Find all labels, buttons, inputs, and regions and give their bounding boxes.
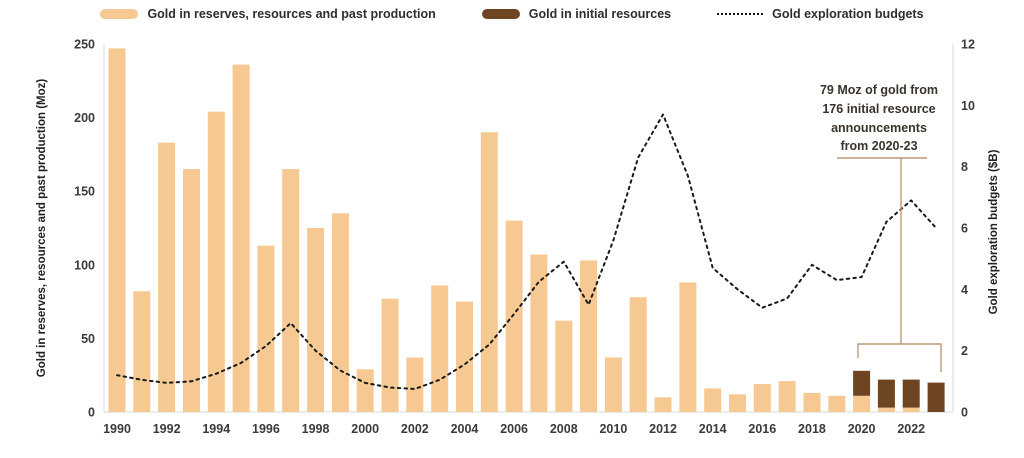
bar-reserves-2006 xyxy=(505,220,523,412)
x-axis-tick: 2000 xyxy=(351,422,379,436)
bar-reserves-2008 xyxy=(555,320,573,412)
bar-initial-2022 xyxy=(902,379,920,408)
bar-initial-2023 xyxy=(927,382,945,412)
left-axis-tick: 150 xyxy=(74,185,95,199)
left-axis-tick: 200 xyxy=(74,111,95,125)
bar-reserves-2015 xyxy=(729,394,746,412)
bar-reserves-1992 xyxy=(158,142,176,412)
right-axis-tick: 0 xyxy=(961,406,968,420)
bar-reserves-1994 xyxy=(207,111,225,412)
bar-reserves-2021 xyxy=(877,407,895,412)
bar-reserves-2000 xyxy=(356,369,374,412)
bar-reserves-2017 xyxy=(778,381,796,412)
x-axis-tick: 1992 xyxy=(153,422,181,436)
legend-item-exploration-budgets: Gold exploration budgets xyxy=(717,7,924,21)
right-axis-title: Gold exploration budgets ($B) xyxy=(988,149,1000,314)
annotation-line: 79 Moz of gold from xyxy=(819,83,939,97)
bar-initial-2021 xyxy=(877,379,895,408)
bar-reserves-2013 xyxy=(679,282,697,412)
bar-reserves-2002 xyxy=(406,357,424,412)
right-axis-tick: 6 xyxy=(961,222,968,236)
x-axis-tick: 2006 xyxy=(500,422,528,436)
x-axis-tick: 1994 xyxy=(202,422,230,436)
x-axis-tick: 2016 xyxy=(748,422,776,436)
bar-reserves-2009 xyxy=(580,260,598,412)
bar-reserves-2018 xyxy=(803,392,821,412)
right-axis-tick: 4 xyxy=(961,283,968,297)
bar-reserves-2022 xyxy=(902,407,920,412)
legend-item-initial-resources: Gold in initial resources xyxy=(481,7,672,21)
left-axis-tick: 0 xyxy=(88,406,95,420)
annotation-bracket xyxy=(857,343,942,372)
x-axis-tick: 2022 xyxy=(897,422,925,436)
legend-label-reserves: Gold in reserves, resources and past pro… xyxy=(147,7,436,21)
bar-reserves-2004 xyxy=(456,301,473,412)
bar-initial-2020 xyxy=(853,370,871,396)
exploration-budgets-line xyxy=(116,113,938,390)
bar-reserves-2016 xyxy=(753,384,771,412)
legend-item-reserves: Gold in reserves, resources and past pro… xyxy=(100,7,436,21)
left-axis-title: Gold in reserves, resources and past pro… xyxy=(36,79,48,378)
bar-reserves-2010 xyxy=(604,357,622,412)
right-axis-tick: 12 xyxy=(961,38,975,52)
bar-reserves-2007 xyxy=(530,254,548,412)
x-axis-tick: 2018 xyxy=(798,422,826,436)
legend: Gold in reserves, resources and past pro… xyxy=(0,7,1024,21)
bar-reserves-1990 xyxy=(108,48,126,413)
bar-reserves-1999 xyxy=(331,213,349,412)
bar-reserves-1997 xyxy=(282,169,300,412)
x-axis-tick: 1996 xyxy=(252,422,280,436)
dotted-line-icon xyxy=(717,13,764,15)
x-axis-tick: 2012 xyxy=(649,422,677,436)
legend-label-exploration-budgets: Gold exploration budgets xyxy=(772,7,924,21)
bar-reserves-2014 xyxy=(704,388,722,412)
annotation-line: 176 initial resource xyxy=(822,101,936,116)
bar-reserves-2001 xyxy=(381,298,399,412)
reserves-swatch-icon xyxy=(100,9,139,19)
bar-reserves-1995 xyxy=(232,64,250,412)
bar-reserves-2012 xyxy=(654,397,672,412)
x-axis-tick: 1990 xyxy=(103,422,131,436)
left-axis-tick: 250 xyxy=(74,38,95,52)
bar-reserves-1996 xyxy=(257,245,275,412)
bar-reserves-1998 xyxy=(307,228,325,412)
x-axis-tick: 2002 xyxy=(401,422,429,436)
annotation-line: from 2020-23 xyxy=(840,139,918,154)
x-axis-tick: 1998 xyxy=(302,422,330,436)
initial-resources-swatch-icon xyxy=(481,9,520,19)
x-axis-tick: 2020 xyxy=(848,422,876,436)
right-axis-tick: 10 xyxy=(961,99,975,113)
x-axis-tick: 2010 xyxy=(599,422,627,436)
bar-reserves-2011 xyxy=(629,297,647,412)
left-axis-tick: 100 xyxy=(74,258,95,272)
annotation-connector xyxy=(837,157,942,372)
legend-label-initial-resources: Gold in initial resources xyxy=(528,7,672,21)
right-axis-tick: 8 xyxy=(961,160,968,174)
bar-reserves-1993 xyxy=(183,169,200,412)
annotation-callout: 79 Moz of gold from 176 initial resource… xyxy=(799,81,959,156)
bar-reserves-2019 xyxy=(828,395,846,412)
right-axis-tick: 2 xyxy=(961,344,968,358)
annotation-line: announcements xyxy=(831,120,927,135)
x-axis-tick: 2014 xyxy=(699,422,727,436)
bar-reserves-2020 xyxy=(853,395,871,412)
bar-reserves-2003 xyxy=(431,285,449,412)
x-axis-tick: 2004 xyxy=(451,422,479,436)
bar-reserves-2005 xyxy=(480,132,498,413)
x-axis-tick: 2008 xyxy=(550,422,578,436)
bar-reserves-1991 xyxy=(133,291,151,412)
left-axis-tick: 50 xyxy=(81,332,95,346)
